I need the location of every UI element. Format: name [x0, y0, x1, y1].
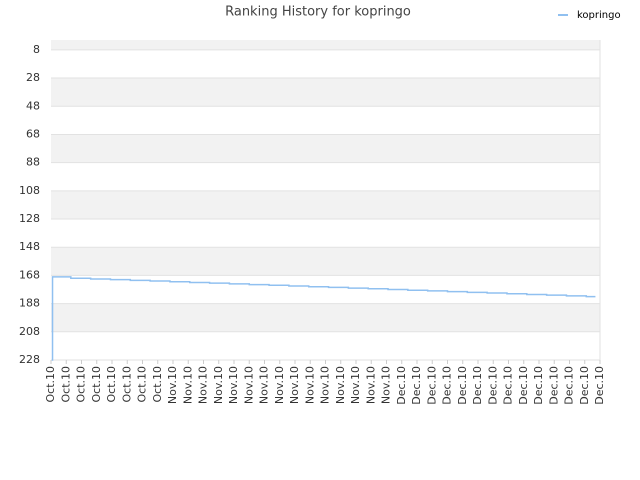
x-tick-label: Nov.10: [349, 366, 362, 404]
x-tick-label: Dec.10: [532, 366, 545, 405]
x-tick-label: Dec.10: [486, 366, 499, 405]
y-tick-label: 208: [19, 325, 40, 338]
x-tick-label: Dec.10: [593, 366, 606, 405]
y-tick-label: 128: [19, 212, 40, 225]
x-tick-label: Dec.10: [410, 366, 423, 405]
y-tick-label: 28: [26, 71, 40, 84]
x-tick-label: Nov.10: [181, 366, 194, 404]
plot-band: [51, 78, 600, 107]
plot-band: [51, 134, 600, 163]
plot-band: [51, 40, 600, 50]
plot-band: [51, 303, 600, 332]
x-tick-label: Nov.10: [273, 366, 286, 404]
y-tick-label: 108: [19, 184, 40, 197]
x-tick-label: Dec.10: [517, 366, 530, 405]
x-tick-label: Nov.10: [288, 366, 301, 404]
plot-band: [51, 106, 600, 135]
x-tick-label: Oct.10: [120, 366, 133, 403]
plot-band: [51, 162, 600, 191]
x-tick-label: Oct.10: [151, 366, 164, 403]
x-tick-label: Nov.10: [380, 366, 393, 404]
series-line: [51, 276, 596, 361]
x-tick-label: Nov.10: [242, 366, 255, 404]
y-tick-label: 88: [26, 156, 40, 169]
x-tick-label: Nov.10: [334, 366, 347, 404]
x-tick-label: Oct.10: [75, 366, 88, 403]
y-tick-label: 168: [19, 268, 40, 281]
plot-band: [51, 247, 600, 276]
x-tick-label: Nov.10: [319, 366, 332, 404]
x-tick-label: Dec.10: [547, 366, 560, 405]
x-tick-label: Oct.10: [44, 366, 57, 403]
x-tick-label: Dec.10: [502, 366, 515, 405]
x-tick-label: Nov.10: [364, 366, 377, 404]
y-tick-label: 8: [33, 43, 40, 56]
x-tick-label: Nov.10: [303, 366, 316, 404]
y-tick-label: 68: [26, 127, 40, 140]
plot-band: [51, 219, 600, 248]
legend-label: kopringo: [577, 10, 621, 21]
x-tick-label: Dec.10: [441, 366, 454, 405]
x-tick-label: Dec.10: [471, 366, 484, 405]
plot-band: [51, 190, 600, 220]
chart-title: Ranking History for kopringo: [225, 5, 411, 20]
y-tick-label: 148: [19, 240, 40, 253]
y-tick-label: 188: [19, 297, 40, 310]
plot-band: [51, 49, 600, 79]
x-tick-label: Dec.10: [395, 366, 408, 405]
y-tick-label: 48: [26, 99, 40, 112]
x-tick-label: Dec.10: [563, 366, 576, 405]
y-tick-label: 228: [19, 353, 40, 366]
x-tick-label: Oct.10: [90, 366, 103, 403]
x-tick-label: Nov.10: [212, 366, 225, 404]
x-tick-label: Dec.10: [578, 366, 591, 405]
x-tick-label: Oct.10: [136, 366, 149, 403]
x-tick-label: Nov.10: [197, 366, 210, 404]
x-tick-label: Dec.10: [456, 366, 469, 405]
x-tick-label: Nov.10: [258, 366, 271, 404]
x-tick-label: Oct.10: [105, 366, 118, 403]
x-tick-label: Oct.10: [59, 366, 72, 403]
x-tick-label: Nov.10: [166, 366, 179, 404]
x-tick-label: Dec.10: [425, 366, 438, 405]
plot-band: [51, 331, 600, 360]
x-tick-label: Nov.10: [227, 366, 240, 404]
